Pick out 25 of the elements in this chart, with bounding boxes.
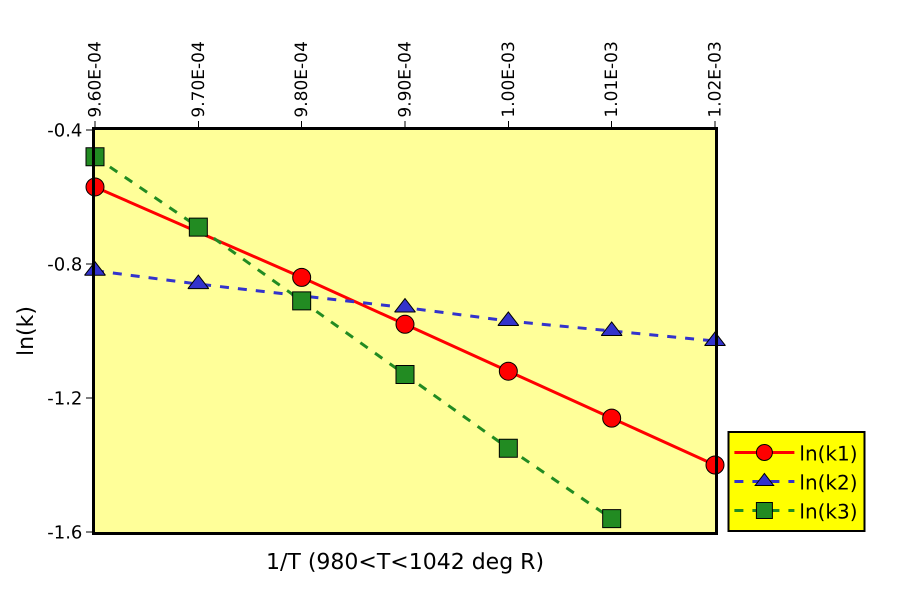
- legend-label: ln(k2): [799, 470, 858, 494]
- x-tick-label: 9.90E-04: [396, 41, 416, 118]
- point: [292, 291, 312, 310]
- y-tick-label: -0.4: [47, 120, 82, 142]
- point: [498, 362, 518, 381]
- x-tick-label: 9.80E-04: [292, 41, 312, 118]
- y-tick-label: -0.8: [47, 254, 82, 276]
- y-axis-title: ln(k): [14, 306, 40, 356]
- x-axis-title: 1/T (980<T<1042 deg R): [266, 550, 544, 575]
- y-tick-label: -1.6: [47, 522, 82, 544]
- point: [498, 438, 518, 458]
- y-tick-label: -1.2: [47, 388, 82, 410]
- x-tick-label: 1.00E-03: [498, 41, 519, 118]
- x-tick-label: 9.60E-04: [86, 41, 106, 118]
- point: [602, 408, 622, 428]
- point: [396, 314, 414, 334]
- x-tick-label: 1.01E-03: [602, 41, 622, 118]
- point: [396, 365, 414, 384]
- x-tick-label: 1.02E-03: [706, 41, 726, 118]
- legend-label: ln(k1): [799, 441, 858, 466]
- point: [292, 268, 312, 287]
- point: [188, 218, 208, 237]
- legend-label: ln(k3): [799, 499, 858, 524]
- point: [602, 509, 622, 528]
- x-tick-label: 9.70E-04: [188, 41, 209, 118]
